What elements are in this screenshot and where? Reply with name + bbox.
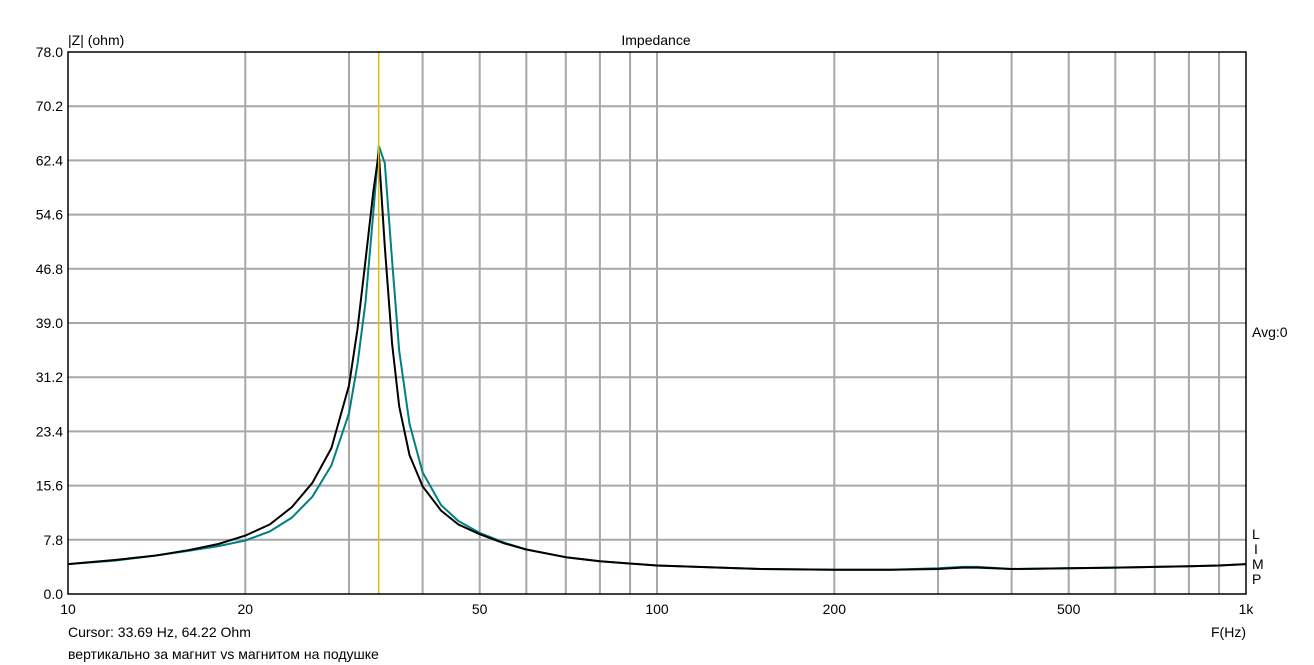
x-axis-ticks: 10 20 50 100 200 500 1k <box>60 601 1254 617</box>
chart-caption: вертикально за магнит vs магнитом на под… <box>68 646 379 662</box>
y-tick-label: 0.0 <box>44 586 64 602</box>
avg-label: Avg:0 <box>1252 324 1288 340</box>
side-letter-m[interactable]: M <box>1252 556 1264 572</box>
side-letter-p[interactable]: P <box>1252 571 1261 587</box>
y-axis-ticks: 0.0 7.8 15.6 23.4 31.2 39.0 46.8 54.6 62.4 70.2 78… <box>36 44 63 602</box>
y-tick-label: 15.6 <box>36 478 63 494</box>
x-tick-label: 10 <box>60 601 76 617</box>
y-tick-label: 70.2 <box>36 98 63 114</box>
y-tick-label: 31.2 <box>36 369 63 385</box>
y-tick-label: 46.8 <box>36 261 63 277</box>
series-line-black <box>67 151 1247 571</box>
y-tick-label: 39.0 <box>36 315 63 331</box>
y-tick-label: 62.4 <box>36 152 63 168</box>
side-letter-l[interactable]: L <box>1252 526 1260 542</box>
y-tick-label: 78.0 <box>36 44 63 60</box>
cursor-readout: Cursor: 33.69 Hz, 64.22 Ohm <box>68 624 251 640</box>
x-tick-label: 1k <box>1239 601 1255 617</box>
x-tick-label: 20 <box>238 601 254 617</box>
x-tick-label: 200 <box>823 601 847 617</box>
series-layer <box>67 144 1247 571</box>
x-tick-label: 50 <box>472 601 488 617</box>
y-tick-label: 54.6 <box>36 207 63 223</box>
x-axis-label: F(Hz) <box>1211 624 1246 640</box>
y-tick-label: 7.8 <box>44 532 64 548</box>
plot-frame <box>67 51 1247 595</box>
grid-major <box>68 105 1246 541</box>
chart-title: Impedance <box>621 32 690 48</box>
y-tick-label: 23.4 <box>36 423 63 439</box>
side-letter-i[interactable]: I <box>1254 541 1258 557</box>
x-tick-label: 500 <box>1057 601 1081 617</box>
x-tick-label: 100 <box>645 601 669 617</box>
y-axis-label: |Z| (ohm) <box>68 32 124 48</box>
